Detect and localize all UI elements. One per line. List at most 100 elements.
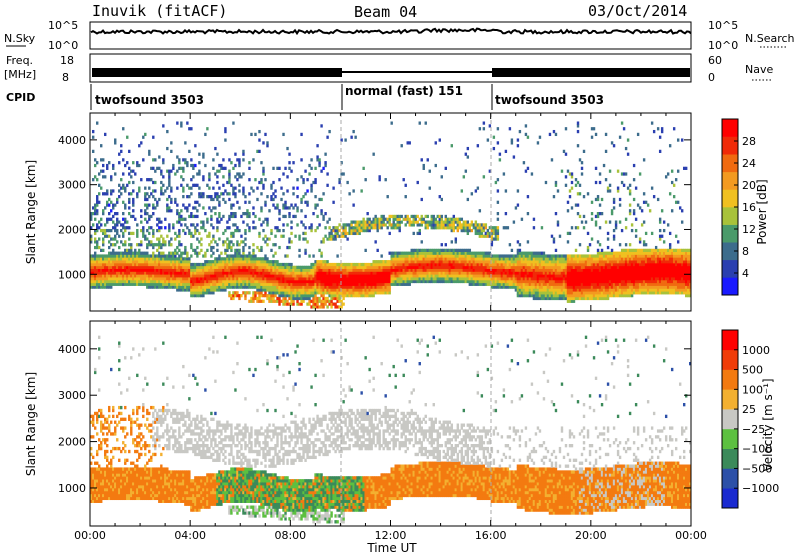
heatmap-cell [200, 271, 203, 275]
heatmap-cell [226, 285, 229, 289]
heatmap-cell [286, 189, 289, 193]
heatmap-cell [474, 262, 478, 267]
heatmap-cell [250, 296, 253, 301]
heatmap-cell [540, 260, 544, 264]
heatmap-cell [504, 285, 508, 289]
heatmap-cell [292, 161, 295, 165]
heatmap-cell [242, 251, 245, 255]
heatmap-cell [100, 271, 103, 275]
heatmap-cell [444, 166, 447, 170]
heatmap-cell [156, 200, 159, 204]
heatmap-cell [572, 271, 576, 275]
heatmap-cell [270, 279, 273, 284]
heatmap-cell [568, 291, 572, 295]
heatmap-cell [400, 251, 403, 255]
heatmap-cell [242, 245, 245, 250]
heatmap-cell [422, 262, 425, 267]
heatmap-cell [474, 265, 478, 269]
heatmap-cell [508, 262, 512, 267]
heatmap-cell [230, 271, 233, 275]
heatmap-cell [464, 248, 468, 252]
heatmap-cell [356, 285, 359, 289]
heatmap-cell [344, 285, 347, 289]
heatmap-cell [490, 257, 494, 261]
heatmap-cell [198, 161, 201, 165]
heatmap-cell [116, 228, 119, 233]
heatmap-cell [262, 186, 265, 190]
heatmap-cell [220, 257, 223, 261]
heatmap-cell [386, 265, 389, 269]
heatmap-cell [504, 189, 508, 193]
heatmap-cell [236, 254, 239, 258]
heatmap-cell [298, 285, 301, 289]
heatmap-cell [384, 291, 387, 295]
heatmap-cell [400, 214, 403, 219]
heatmap-cell [254, 294, 257, 298]
heatmap-cell [266, 141, 269, 145]
heatmap-cell [190, 158, 193, 162]
heatmap-cell [244, 254, 247, 258]
heatmap-cell [342, 285, 345, 289]
heatmap-cell [186, 183, 189, 187]
heatmap-cell [146, 265, 149, 269]
heatmap-cell [238, 268, 241, 272]
heatmap-cell [238, 206, 241, 210]
heatmap-cell [442, 251, 445, 255]
heatmap-cell [148, 271, 151, 275]
heatmap-cell [288, 262, 291, 267]
heatmap-cell [422, 274, 425, 278]
heatmap-cell [438, 248, 441, 252]
heatmap-cell [176, 268, 179, 272]
heatmap-cell [100, 169, 103, 173]
heatmap-cell [284, 206, 287, 210]
heatmap-cell [156, 285, 159, 289]
heatmap-cell [436, 262, 439, 267]
heatmap-cell [234, 248, 237, 252]
heatmap-cell [266, 294, 269, 298]
heatmap-cell [452, 220, 455, 224]
heatmap-cell [310, 228, 313, 233]
heatmap-cell [594, 285, 598, 289]
heatmap-cell [270, 231, 273, 236]
heatmap-cell [420, 257, 423, 261]
heatmap-cell [374, 214, 377, 219]
heatmap-cell [140, 243, 143, 247]
heatmap-cell [228, 291, 231, 295]
heatmap-cell [296, 195, 299, 199]
heatmap-cell [290, 271, 293, 275]
heatmap-cell [492, 265, 496, 269]
heatmap-cell [464, 268, 468, 272]
heatmap-cell [362, 223, 365, 227]
heatmap-cell [280, 277, 283, 281]
heatmap-cell [386, 226, 389, 230]
heatmap-cell [516, 251, 520, 255]
heatmap-cell [254, 296, 257, 301]
heatmap-cell [234, 271, 237, 275]
heatmap-cell [196, 288, 199, 292]
heatmap-cell [366, 223, 369, 227]
heatmap-cell [534, 288, 538, 292]
heatmap-cell [152, 251, 155, 255]
heatmap-cell [564, 260, 568, 264]
heatmap-cell [232, 285, 235, 289]
heatmap-cell [218, 163, 221, 168]
heatmap-cell [404, 262, 407, 267]
heatmap-cell [124, 217, 127, 221]
heatmap-cell [118, 161, 121, 165]
heatmap-cell [308, 296, 311, 301]
heatmap-cell [596, 274, 600, 278]
heatmap-cell [346, 268, 349, 272]
heatmap-cell [480, 257, 484, 261]
heatmap-cell [334, 296, 337, 301]
heatmap-cell [254, 226, 257, 230]
heatmap-cell [590, 257, 594, 261]
heatmap-cell [308, 279, 311, 284]
heatmap-cell [202, 152, 205, 156]
heatmap-cell [328, 282, 331, 286]
heatmap-cell [586, 262, 590, 267]
heatmap-cell [474, 220, 478, 224]
heatmap-cell [110, 277, 113, 281]
heatmap-cell [326, 291, 329, 295]
heatmap-cell [332, 228, 335, 233]
heatmap-cell [94, 257, 97, 261]
